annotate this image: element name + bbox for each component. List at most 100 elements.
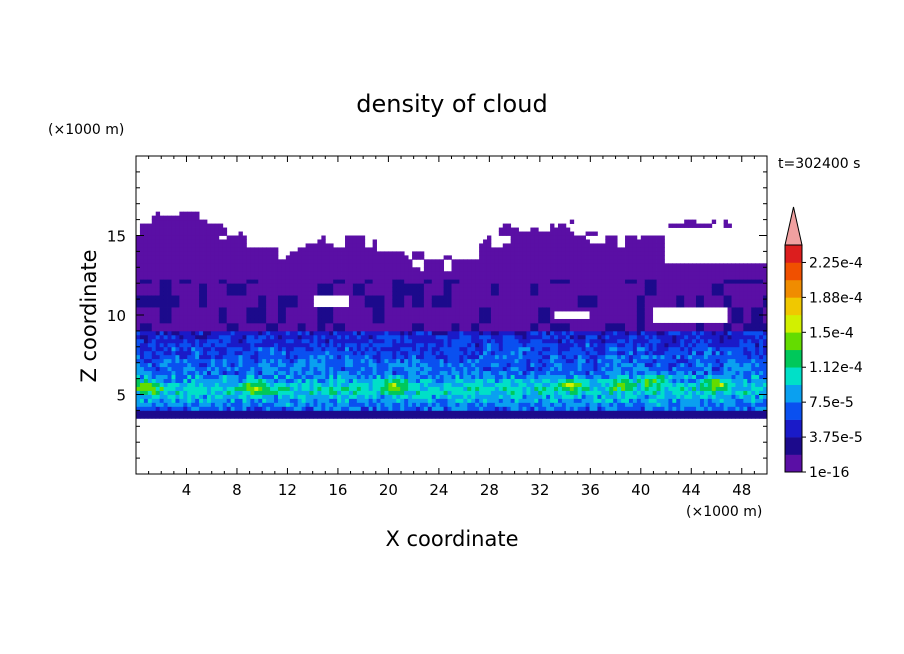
density-cell: [203, 299, 208, 304]
density-cell: [151, 354, 157, 360]
density-cell: [404, 378, 409, 383]
density-cell: [557, 303, 563, 308]
density-cell: [151, 338, 157, 344]
density-cell: [423, 287, 429, 292]
density-cell: [262, 338, 267, 344]
density-cell: [569, 318, 575, 324]
density-cell: [266, 295, 271, 300]
density-cell: [400, 283, 405, 288]
density-cell: [175, 358, 180, 364]
density-cell: [301, 374, 306, 380]
density-cell: [534, 410, 539, 415]
density-cell: [439, 275, 445, 280]
density-cell: [479, 402, 484, 407]
density-cell: [258, 398, 263, 403]
density-cell: [341, 275, 346, 280]
density-cell: [313, 259, 318, 264]
density-cell: [222, 342, 228, 348]
density-cell: [262, 315, 267, 320]
density-cell: [447, 402, 452, 407]
density-cell: [463, 318, 468, 324]
density-cell: [206, 358, 212, 364]
density-cell: [258, 259, 263, 264]
density-cell: [356, 362, 362, 368]
density-cell: [167, 394, 172, 399]
density-cell: [321, 318, 326, 324]
density-cell: [550, 318, 555, 324]
density-cell: [502, 350, 508, 356]
density-cell: [431, 366, 437, 372]
density-cell: [274, 330, 279, 336]
density-cell: [573, 307, 579, 312]
density-cell: [242, 235, 247, 240]
density-cell: [159, 259, 164, 264]
density-cell: [364, 358, 370, 364]
density-cell: [179, 402, 184, 407]
density-cell: [317, 366, 322, 372]
density-cell: [281, 342, 287, 348]
density-cell: [218, 346, 224, 352]
density-cell: [412, 378, 417, 383]
density-cell: [305, 382, 310, 387]
density-cell: [380, 263, 385, 268]
density-cell: [151, 247, 157, 252]
density-cell: [270, 394, 275, 399]
density-cell: [463, 398, 468, 403]
density-cell: [427, 358, 433, 364]
density-cell: [230, 334, 235, 340]
density-cell: [352, 382, 358, 387]
density-cell: [490, 247, 496, 252]
density-cell: [352, 247, 358, 252]
density-cell: [550, 239, 555, 244]
density-cell: [447, 378, 452, 383]
density-cell: [479, 299, 484, 304]
density-cell: [431, 263, 437, 268]
density-cell: [404, 287, 409, 292]
density-cell: [569, 303, 575, 308]
density-cell: [372, 338, 377, 344]
density-cell: [479, 275, 484, 280]
density-cell: [569, 259, 575, 264]
density-cell: [368, 342, 374, 348]
density-cell: [250, 307, 255, 312]
density-cell: [206, 279, 212, 284]
density-cell: [266, 402, 271, 407]
density-cell: [569, 267, 575, 272]
density-cell: [242, 390, 247, 395]
density-cell: [490, 334, 496, 340]
density-cell: [483, 322, 488, 328]
density-cell: [317, 362, 322, 368]
density-field: [136, 211, 768, 419]
density-cell: [301, 354, 306, 360]
density-cell: [341, 398, 346, 403]
density-cell: [167, 350, 172, 356]
density-cell: [542, 255, 547, 260]
density-cell: [206, 378, 212, 383]
density-cell: [345, 243, 350, 248]
density-cell: [490, 267, 496, 272]
density-cell: [325, 315, 330, 320]
density-cell: [203, 263, 208, 268]
density-cell: [285, 322, 291, 328]
density-cell: [380, 394, 385, 399]
density-cell: [183, 247, 188, 252]
density-cell: [171, 366, 176, 372]
density-cell: [439, 398, 445, 403]
density-cell: [561, 307, 567, 312]
density-cell: [258, 283, 263, 288]
density-cell: [218, 406, 224, 411]
density-cell: [565, 330, 571, 336]
density-cell: [368, 382, 374, 387]
density-cell: [309, 271, 314, 276]
density-cell: [281, 287, 287, 292]
density-cell: [234, 255, 239, 260]
density-cell: [447, 394, 452, 399]
density-cell: [258, 366, 263, 372]
density-cell: [183, 342, 188, 348]
density-cell: [494, 307, 500, 312]
density-cell: [530, 366, 535, 372]
density-cell: [423, 362, 429, 368]
density-cell: [183, 378, 188, 383]
density-cell: [250, 303, 255, 308]
density-cell: [187, 279, 192, 284]
